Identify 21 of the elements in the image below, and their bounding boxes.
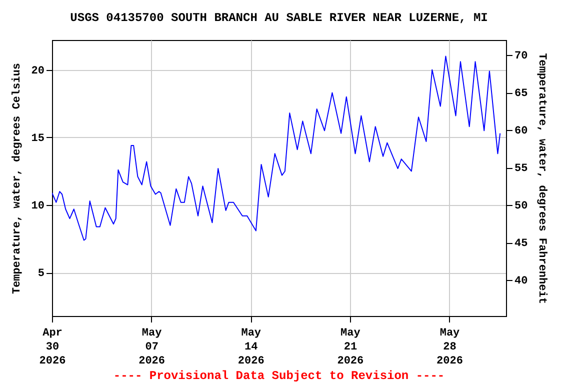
- y-tick-label: 20: [31, 65, 44, 78]
- chart-title: USGS 04135700 SOUTH BRANCH AU SABLE RIVER NEAR LUZERNE, MI: [70, 11, 488, 25]
- y2-tick-label: 55: [514, 163, 528, 175]
- y2-tick-label: 60: [514, 126, 528, 138]
- y2-tick-label: 70: [514, 50, 528, 62]
- y-tick-label: 15: [31, 132, 45, 145]
- y2-tick-label: 40: [514, 276, 528, 288]
- y-tick-label: 10: [31, 200, 44, 213]
- line-series: [52, 56, 501, 241]
- x-tick-label: May 14 2026: [238, 328, 264, 368]
- x-tick-label: Apr 30 2026: [39, 328, 66, 368]
- x-tick-label: May 28 2026: [436, 328, 463, 368]
- x-tick-label: May 07 2026: [138, 328, 166, 368]
- y2-axis-title: Temperature, water, degrees Fahrenheit: [536, 53, 548, 304]
- y2-tick-label: 45: [514, 238, 528, 250]
- x-tick-label: May 21 2026: [337, 328, 364, 368]
- y-axis-title: Temperature, water, degrees Celsius: [11, 62, 24, 294]
- text: ---- Provisional Data Subject to Revision ----: [113, 369, 445, 383]
- y-tick-label: 5: [38, 268, 45, 280]
- y2-tick-label: 65: [514, 88, 528, 100]
- y2-tick-label: 50: [514, 200, 528, 212]
